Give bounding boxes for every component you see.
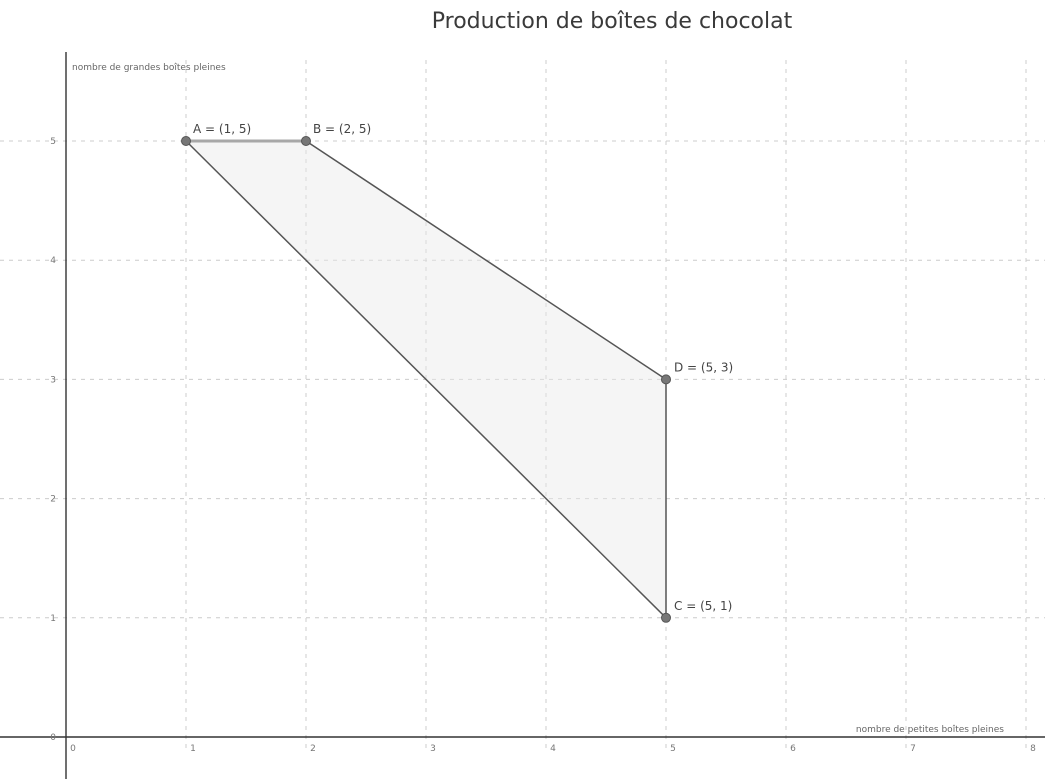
x-tick-label: 5 — [670, 744, 676, 754]
data-points: A = (1, 5) B = (2, 5) D = (5, 3) C = (5, 1) — [181, 122, 733, 623]
point-a — [181, 136, 191, 146]
x-tick-label: 2 — [310, 744, 316, 754]
y-tick-label: 1 — [50, 614, 56, 624]
x-tick-label: 6 — [790, 744, 796, 754]
x-tick-label: 3 — [430, 744, 436, 754]
point-b — [301, 136, 311, 146]
y-tick-label: 2 — [50, 495, 56, 505]
point-label-c: C = (5, 1) — [674, 599, 732, 613]
axes — [0, 52, 1045, 779]
x-tick-label: 4 — [550, 744, 556, 754]
x-tick-label: 1 — [190, 744, 196, 754]
point-d — [661, 374, 671, 385]
x-axis-label: nombre de petites boîtes pleines — [856, 725, 1004, 735]
x-tick-label: 8 — [1030, 744, 1036, 754]
x-tick-label: 7 — [910, 744, 916, 754]
point-c — [661, 612, 671, 623]
y-tick-label: 4 — [50, 256, 56, 266]
point-label-a: A = (1, 5) — [193, 122, 251, 136]
polygon-edge-bd — [305, 140, 667, 381]
tick-labels: 0 1 2 3 4 5 6 7 8 0 1 2 3 4 5 — [50, 137, 1036, 754]
point-label-d: D = (5, 3) — [674, 360, 733, 374]
point-label-b: B = (2, 5) — [313, 122, 371, 136]
chart-title: Production de boîtes de chocolat — [432, 9, 793, 34]
grid — [0, 60, 1045, 750]
y-tick-label: 5 — [50, 137, 56, 147]
polygon-edge-ca — [185, 140, 667, 619]
feasible-region — [185, 139, 667, 619]
x-tick-label: 0 — [70, 744, 76, 754]
y-tick-label: 3 — [50, 375, 56, 385]
y-axis-label: nombre de grandes boîtes pleines — [72, 63, 226, 73]
y-tick-label: 0 — [50, 733, 56, 743]
